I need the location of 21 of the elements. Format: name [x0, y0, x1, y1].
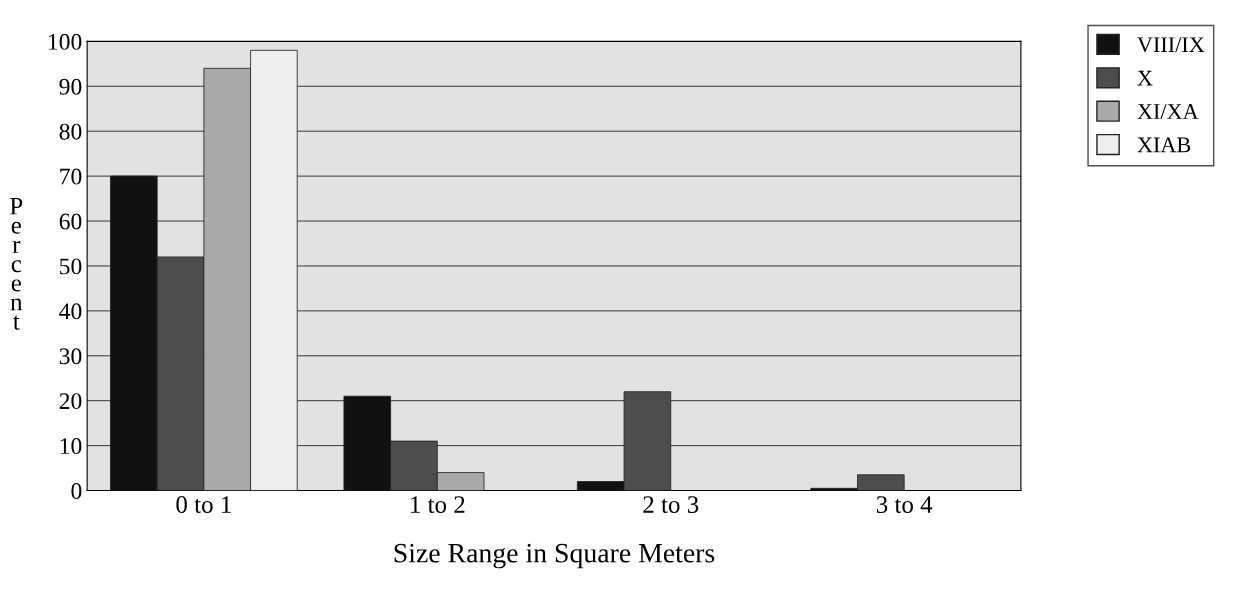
x-tick-label: 2 to 3 — [643, 496, 699, 513]
x-axis-title: Size Range in Square Meters — [394, 543, 715, 569]
y-tick-label: 90 — [59, 78, 82, 95]
legend-label: XI/XA — [1137, 104, 1199, 119]
y-tick-label: 0 — [71, 483, 82, 499]
y-tick-label: 30 — [59, 348, 82, 365]
legend-label: VIII/IX — [1137, 37, 1205, 53]
x-tick-label: 0 to 1 — [176, 496, 231, 513]
y-tick-label: 50 — [60, 258, 82, 275]
legend-label: X — [1137, 70, 1153, 86]
y-tick-label: 60 — [59, 213, 82, 230]
y-tick-label: 80 — [59, 123, 82, 140]
legend-label: XIAB — [1137, 137, 1191, 153]
y-axis-title: Percent — [10, 197, 23, 330]
y-tick-label: 70 — [60, 168, 82, 185]
y-tick-label: 40 — [59, 303, 82, 320]
y-tick-label: 100 — [48, 33, 82, 50]
x-tick-label: 1 to 2 — [411, 496, 465, 513]
y-tick-label: 20 — [59, 393, 82, 410]
x-tick-label: 3 to 4 — [876, 496, 933, 513]
y-tick-label: 10 — [60, 438, 82, 455]
